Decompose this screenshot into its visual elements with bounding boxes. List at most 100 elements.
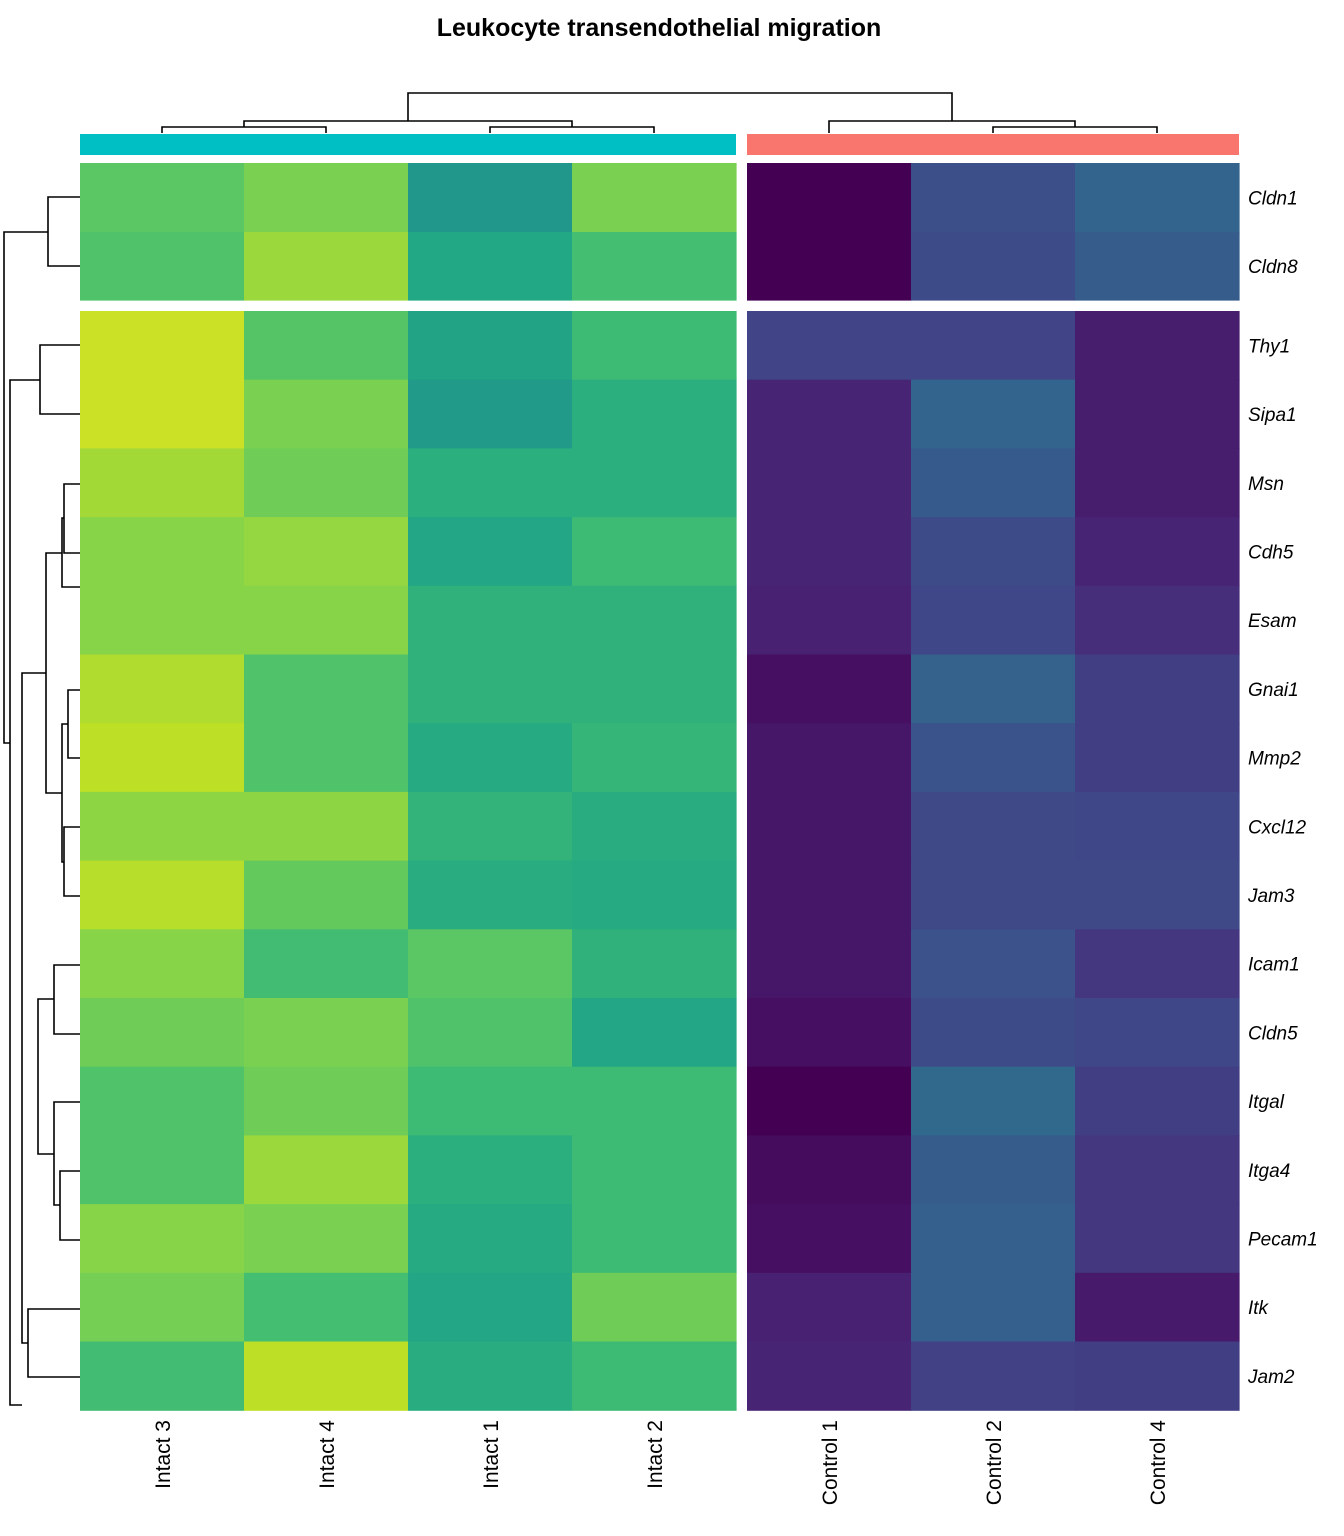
cell-mmp2-intact-4 <box>244 723 409 793</box>
cell-thy1-intact-1 <box>408 311 573 381</box>
cell-cxcl12-intact-4 <box>244 791 409 862</box>
cell-jam2-intact-3 <box>80 1341 245 1411</box>
cell-itk-intact-1 <box>408 1272 573 1343</box>
cell-mmp2-control-1 <box>747 723 912 793</box>
cell-gnai1-control-1 <box>747 654 912 724</box>
cell-sipa1-control-1 <box>747 379 912 449</box>
cell-jam2-intact-1 <box>408 1341 573 1411</box>
column-dendrogram <box>161 92 1158 133</box>
cell-itk-control-2 <box>911 1272 1076 1343</box>
cell-cdh5-intact-4 <box>244 517 409 587</box>
cell-mmp2-control-2 <box>911 723 1076 793</box>
cell-cldn1-intact-4 <box>244 163 409 233</box>
row-label-jam3: Jam3 <box>1247 886 1295 907</box>
cell-icam1-control-2 <box>911 929 1076 999</box>
cell-itgal-control-1 <box>747 1066 912 1136</box>
row-label-icam1: Icam1 <box>1248 955 1300 976</box>
cell-jam3-control-2 <box>911 860 1076 930</box>
cell-itga4-control-1 <box>747 1135 912 1205</box>
cell-jam2-intact-2 <box>572 1341 737 1411</box>
cell-jam2-control-1 <box>747 1341 912 1411</box>
cell-cldn8-intact-4 <box>244 232 409 301</box>
cell-sipa1-intact-4 <box>244 379 409 449</box>
cell-msn-control-2 <box>911 448 1076 518</box>
cell-cdh5-intact-1 <box>408 517 573 587</box>
cell-gnai1-intact-1 <box>408 654 573 724</box>
cell-sipa1-intact-1 <box>408 379 573 449</box>
cell-sipa1-control-2 <box>911 379 1076 449</box>
row-label-cdh5: Cdh5 <box>1248 542 1294 563</box>
row-label-itgal: Itgal <box>1248 1092 1285 1113</box>
cell-itga4-control-4 <box>1075 1135 1240 1205</box>
cell-msn-control-1 <box>747 448 912 518</box>
cell-cxcl12-intact-1 <box>408 791 573 862</box>
cell-pecam1-control-1 <box>747 1204 912 1274</box>
cell-jam2-intact-4 <box>244 1341 409 1411</box>
cell-jam2-control-4 <box>1075 1341 1240 1411</box>
cell-cdh5-intact-3 <box>80 517 245 587</box>
row-label-jam2: Jam2 <box>1247 1367 1295 1388</box>
cell-cldn1-intact-1 <box>408 163 573 233</box>
cell-icam1-intact-3 <box>80 929 245 999</box>
cell-thy1-control-2 <box>911 311 1076 381</box>
cell-pecam1-control-4 <box>1075 1204 1240 1274</box>
cell-cdh5-control-2 <box>911 517 1076 587</box>
cell-icam1-control-1 <box>747 929 912 999</box>
cell-mmp2-intact-2 <box>572 723 737 793</box>
cell-thy1-intact-4 <box>244 311 409 381</box>
cell-esam-intact-2 <box>572 585 737 656</box>
cell-gnai1-control-2 <box>911 654 1076 724</box>
cell-sipa1-intact-3 <box>80 379 245 449</box>
cell-esam-control-2 <box>911 585 1076 656</box>
cell-itk-control-4 <box>1075 1272 1240 1343</box>
cell-gnai1-intact-2 <box>572 654 737 724</box>
cell-cldn8-intact-2 <box>572 232 737 301</box>
row-labels: Cldn1 Cldn8 Thy1 Sipa1 Msn Cdh5 Esam Gnai1 Mmp2 C… <box>1247 189 1318 1388</box>
cell-icam1-control-4 <box>1075 929 1240 999</box>
cell-cdh5-intact-2 <box>572 517 737 587</box>
cell-jam3-intact-1 <box>408 860 573 930</box>
annotation-bar-group-1 <box>80 134 736 155</box>
cell-cldn8-control-2 <box>911 232 1076 301</box>
cell-mmp2-intact-3 <box>80 723 245 793</box>
cell-cxcl12-intact-2 <box>572 791 737 862</box>
cell-cxcl12-intact-3 <box>80 791 245 862</box>
row-label-pecam1: Pecam1 <box>1248 1229 1318 1250</box>
cell-itk-intact-3 <box>80 1272 245 1343</box>
row-label-itga4: Itga4 <box>1248 1161 1290 1182</box>
cell-itk-intact-2 <box>572 1272 737 1343</box>
cell-itgal-intact-3 <box>80 1066 245 1136</box>
cell-pecam1-intact-1 <box>408 1204 573 1274</box>
column-label-intact-2: Intact 2 <box>644 1420 667 1489</box>
cell-cdh5-control-1 <box>747 517 912 587</box>
row-label-esam: Esam <box>1248 611 1297 632</box>
cell-msn-intact-4 <box>244 448 409 518</box>
cell-itgal-control-2 <box>911 1066 1076 1136</box>
cell-pecam1-intact-3 <box>80 1204 245 1274</box>
cell-itga4-intact-4 <box>244 1135 409 1205</box>
column-label-control-2: Control 2 <box>983 1420 1006 1505</box>
row-dendrogram <box>3 196 80 1406</box>
row-label-cldn5: Cldn5 <box>1248 1023 1298 1044</box>
cell-esam-control-1 <box>747 585 912 656</box>
cell-gnai1-intact-4 <box>244 654 409 724</box>
column-labels: Intact 3 Intact 4 Intact 1 Intact 2 Control … <box>152 1420 1170 1506</box>
cell-cldn1-control-4 <box>1075 163 1240 233</box>
row-label-sipa1: Sipa1 <box>1248 405 1297 426</box>
cell-itgal-intact-2 <box>572 1066 737 1136</box>
cell-jam3-intact-2 <box>572 860 737 930</box>
cell-icam1-intact-4 <box>244 929 409 999</box>
heatmap-cells <box>80 163 1240 1411</box>
cell-itga4-intact-1 <box>408 1135 573 1205</box>
cell-cdh5-control-4 <box>1075 517 1240 587</box>
cell-cldn8-intact-1 <box>408 232 573 301</box>
cell-cldn1-control-2 <box>911 163 1076 233</box>
cell-cxcl12-control-2 <box>911 791 1076 862</box>
cell-cldn5-intact-2 <box>572 998 737 1068</box>
row-label-gnai1: Gnai1 <box>1248 680 1299 701</box>
cell-jam3-intact-4 <box>244 860 409 930</box>
cell-itgal-control-4 <box>1075 1066 1240 1136</box>
cell-thy1-intact-3 <box>80 311 245 381</box>
cell-msn-control-4 <box>1075 448 1240 518</box>
